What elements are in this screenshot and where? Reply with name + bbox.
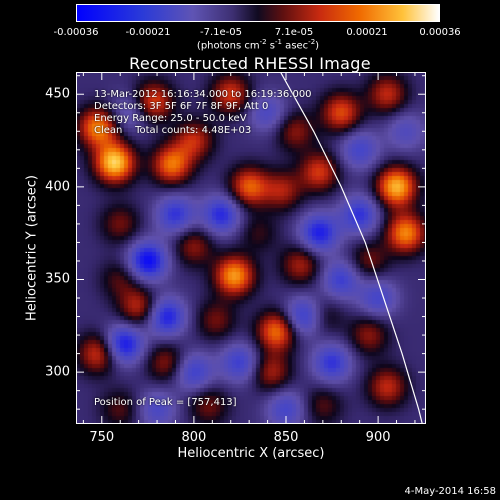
colorbar-tick-label: 7.1e-05 bbox=[274, 27, 314, 38]
x-tick-label: 800 bbox=[181, 430, 207, 445]
colorbar-tick-label: -0.00036 bbox=[53, 27, 99, 38]
colorbar-tick-label: 0.00021 bbox=[346, 27, 388, 38]
y-axis-label: Heliocentric Y (arcsec) bbox=[24, 175, 40, 321]
algorithm-counts-label: Clean Total counts: 4.48E+03 bbox=[94, 125, 252, 136]
colorbar-unit-label: (photons cm-2 s-1 asec-2) bbox=[196, 38, 320, 52]
plot-area bbox=[76, 72, 426, 424]
y-tick-label: 450 bbox=[45, 86, 70, 102]
plot-axes bbox=[76, 72, 426, 424]
x-tick-label: 900 bbox=[365, 430, 391, 445]
y-tick-label: 350 bbox=[45, 271, 70, 287]
colorbar-tick-label: -7.1e-05 bbox=[200, 27, 242, 38]
y-tick-label: 300 bbox=[45, 364, 70, 380]
solar-limb-line bbox=[279, 72, 423, 424]
plot-frame bbox=[76, 72, 426, 424]
x-tick-label: 750 bbox=[89, 430, 115, 445]
peak-position-label: Position of Peak = [757,413] bbox=[94, 397, 237, 408]
chart-title: Reconstructed RHESSI Image bbox=[129, 54, 371, 73]
colorbar bbox=[76, 4, 440, 22]
observation-time-label: 13-Mar-2012 16:16:34.000 to 16:19:36.000 bbox=[94, 89, 312, 100]
x-axis-label: Heliocentric X (arcsec) bbox=[177, 446, 325, 461]
y-tick-label: 400 bbox=[45, 179, 70, 195]
colorbar-tick-label: 0.00036 bbox=[419, 27, 461, 38]
energy-range-label: Energy Range: 25.0 - 50.0 keV bbox=[94, 113, 247, 124]
colorbar-tick-label: -0.00021 bbox=[125, 27, 171, 38]
timestamp: 4-May-2014 16:58 bbox=[404, 486, 496, 497]
detectors-label: Detectors: 3F 5F 6F 7F 8F 9F, Att 0 bbox=[94, 101, 269, 112]
x-tick-label: 850 bbox=[273, 430, 299, 445]
